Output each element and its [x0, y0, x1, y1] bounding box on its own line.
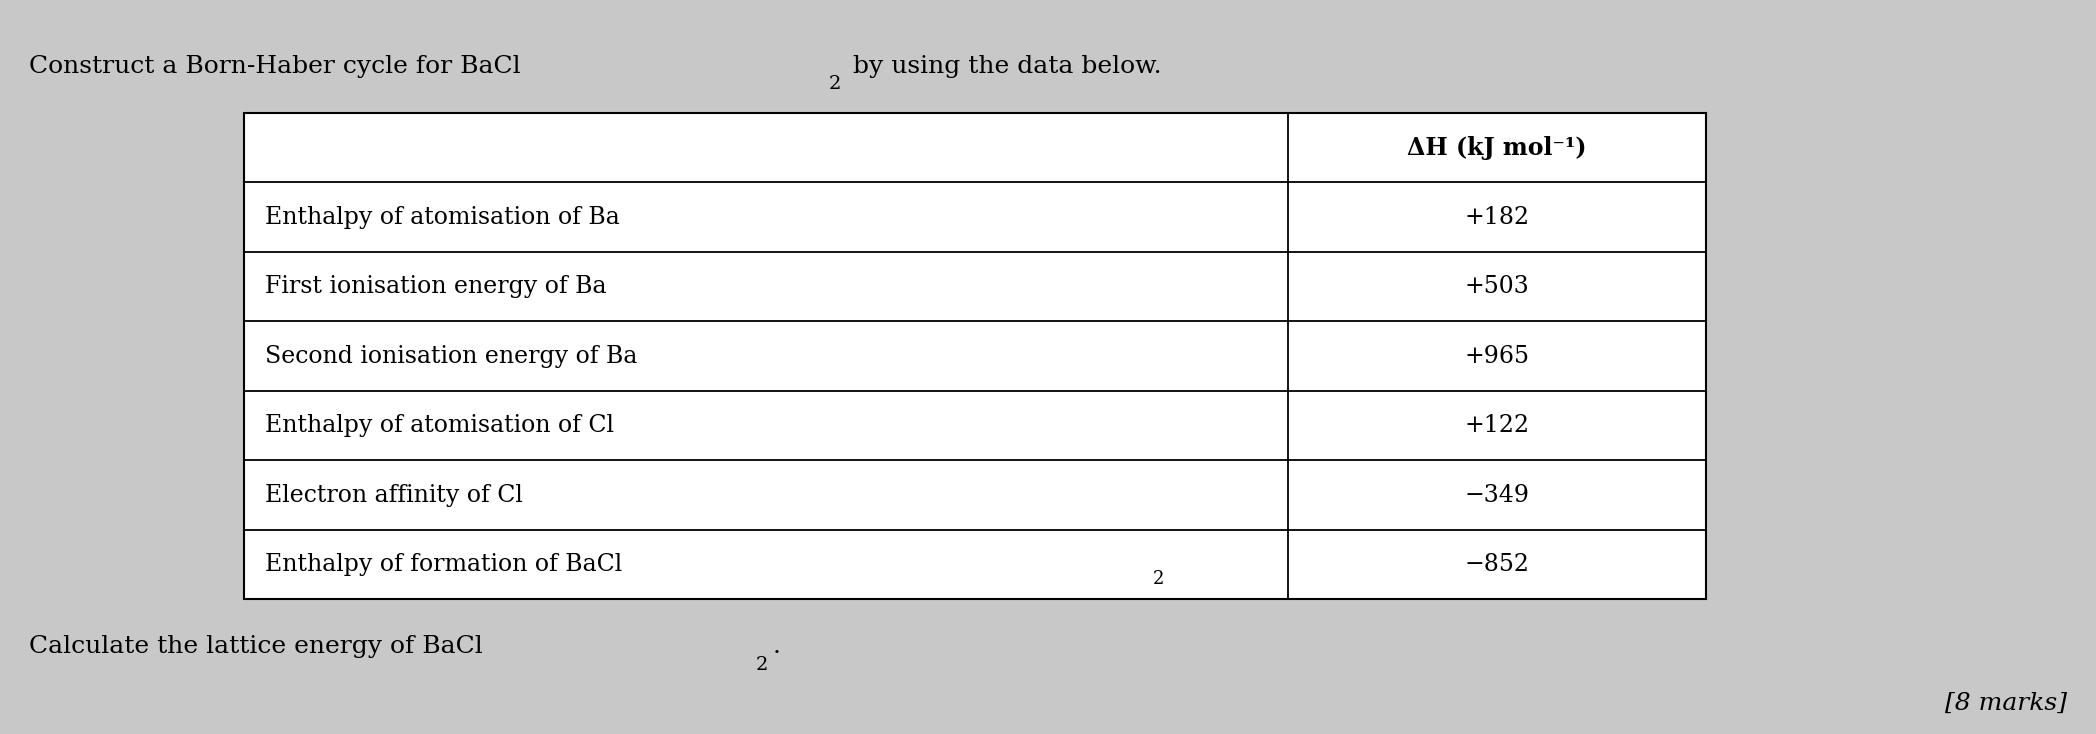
Bar	[245, 113, 1706, 599]
Text: Second ionisation energy of Ba: Second ionisation energy of Ba	[264, 345, 637, 368]
Text: +965: +965	[1465, 345, 1530, 368]
Text: +503: +503	[1465, 275, 1530, 298]
Text: Calculate the lattice energy of BaCl: Calculate the lattice energy of BaCl	[29, 636, 482, 658]
Text: ΔH (kJ mol⁻¹): ΔH (kJ mol⁻¹)	[1406, 136, 1587, 160]
Text: +122: +122	[1465, 414, 1530, 437]
Text: Construct a Born-Haber cycle for BaCl: Construct a Born-Haber cycle for BaCl	[29, 55, 520, 78]
Text: 2: 2	[757, 655, 767, 674]
Text: Enthalpy of formation of BaCl: Enthalpy of formation of BaCl	[264, 553, 623, 576]
Text: Enthalpy of atomisation of Ba: Enthalpy of atomisation of Ba	[264, 206, 620, 229]
Text: −852: −852	[1465, 553, 1530, 576]
Text: .: .	[773, 636, 780, 658]
Text: Enthalpy of atomisation of Cl: Enthalpy of atomisation of Cl	[264, 414, 614, 437]
Text: [8 marks]: [8 marks]	[1945, 692, 2067, 716]
Text: First ionisation energy of Ba: First ionisation energy of Ba	[264, 275, 606, 298]
Text: +182: +182	[1465, 206, 1530, 229]
Text: −349: −349	[1465, 484, 1530, 506]
Text: Electron affinity of Cl: Electron affinity of Cl	[264, 484, 524, 506]
Text: by using the data below.: by using the data below.	[845, 55, 1161, 78]
Text: 2: 2	[1153, 570, 1163, 588]
Text: 2: 2	[828, 76, 840, 93]
